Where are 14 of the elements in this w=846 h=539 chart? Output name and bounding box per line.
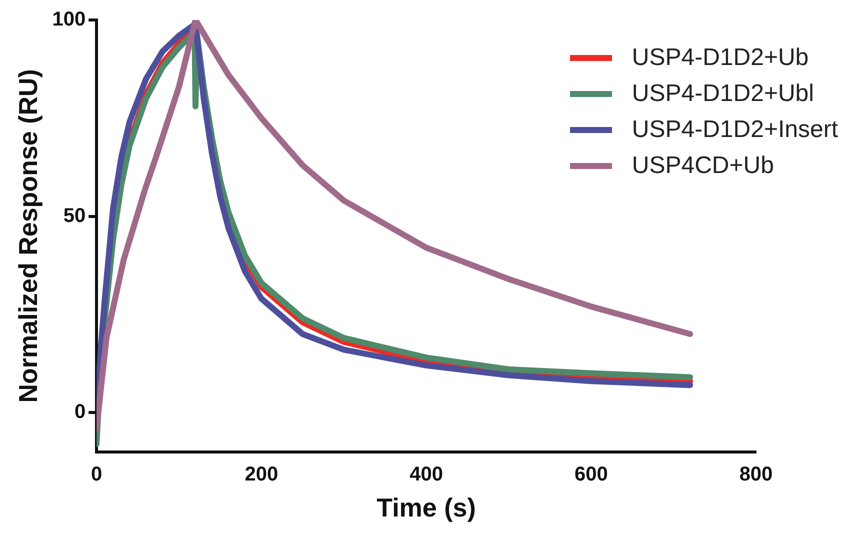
legend-label: USP4-D1D2+Insert <box>632 115 838 145</box>
legend-label: USP4-D1D2+Ubl <box>632 79 814 109</box>
x-tick-label: 400 <box>410 463 443 486</box>
y-tick-label: 100 <box>52 8 86 31</box>
legend-label: USP4CD+Ub <box>632 151 774 181</box>
y-tick-label: 50 <box>63 204 86 227</box>
x-tick-label: 200 <box>244 463 278 486</box>
legend-label: USP4-D1D2+Ub <box>632 43 809 73</box>
x-axis-title: Time (s) <box>376 492 476 523</box>
x-tick-label: 0 <box>91 463 102 486</box>
y-axis-title: Normalized Response (RU) <box>12 69 43 403</box>
x-tick-label: 600 <box>574 463 608 486</box>
x-tick-label: 800 <box>739 463 773 486</box>
y-tick-label: 0 <box>74 401 86 424</box>
